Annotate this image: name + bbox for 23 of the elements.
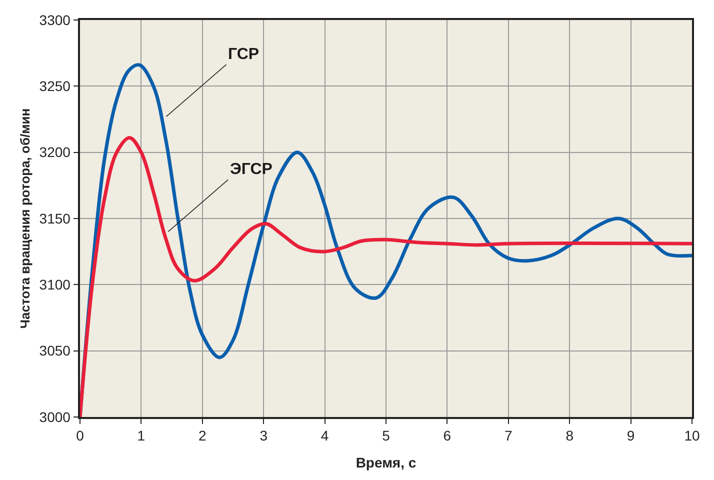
y-tick-label: 3250 xyxy=(39,78,71,94)
x-tick-label: 2 xyxy=(198,428,206,444)
x-axis-title: Время, с xyxy=(356,454,416,470)
x-tick-label: 8 xyxy=(566,428,574,444)
x-tick-label: 5 xyxy=(382,428,390,444)
x-tick-label: 7 xyxy=(504,428,512,444)
x-tick-label: 9 xyxy=(626,428,635,444)
y-tick-label: 3200 xyxy=(39,144,71,160)
y-tick-label: 3000 xyxy=(39,408,71,425)
line-series xyxy=(80,136,692,417)
x-tick-label: 0 xyxy=(76,428,84,444)
y-tick-label: 3100 xyxy=(39,276,71,293)
y-tick-label: 3050 xyxy=(39,342,71,359)
y-tick-label: 3150 xyxy=(39,210,71,226)
x-tick-label: 1 xyxy=(137,428,146,444)
x-tick-label: 6 xyxy=(443,428,452,444)
x-tick-label: 3 xyxy=(260,428,268,444)
annotation: ЭГСР xyxy=(230,161,273,178)
y-tick-label: 3300 xyxy=(39,12,71,28)
annotation: ГСР xyxy=(228,46,260,63)
x-tick-label: 10 xyxy=(684,428,700,444)
x-tick-label: 4 xyxy=(320,428,329,444)
y-axis-title: Частота вращения ротора, об/мин xyxy=(18,108,33,329)
